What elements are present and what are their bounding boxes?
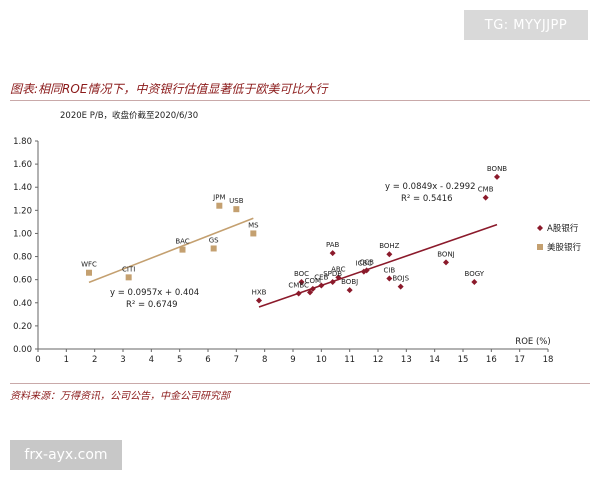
data-point-a-share <box>482 194 489 201</box>
data-point-a-share <box>494 173 500 180</box>
data-point-us <box>125 274 132 281</box>
data-point-a-share <box>386 251 393 258</box>
y-tick-label: 1.60 <box>13 160 32 170</box>
data-point-a-share <box>329 278 336 285</box>
point-label: BOJS <box>392 275 409 283</box>
data-point-a-share <box>471 278 478 285</box>
point-label: JPM <box>212 194 225 202</box>
data-point-a-share <box>335 274 342 281</box>
point-label: BONB <box>487 165 507 173</box>
source-note: 资料来源：万得资讯，公司公告，中金公司研究部 <box>10 383 590 402</box>
point-label: CMB <box>478 186 494 194</box>
data-point-a-share <box>309 285 316 292</box>
legend-marker-a-share <box>537 225 543 231</box>
x-tick-label: 18 <box>543 355 554 365</box>
point-label: COM <box>305 277 321 285</box>
x-tick-label: 8 <box>262 355 267 365</box>
trendline-equation: y = 0.0849x - 0.2992 <box>385 182 476 192</box>
x-tick-label: 6 <box>205 355 210 365</box>
trendline-equation: y = 0.0957x + 0.404 <box>110 288 199 298</box>
x-tick-label: 14 <box>429 355 440 365</box>
point-label: BOBJ <box>341 278 358 286</box>
trendline-r2: R² = 0.5416 <box>401 194 453 204</box>
x-tick-label: 13 <box>401 355 412 365</box>
trendline <box>258 223 498 308</box>
point-label: CCB <box>359 258 374 266</box>
legend-label: 美股银行 <box>547 242 582 253</box>
data-point-a-share <box>318 282 325 289</box>
x-tick-label: 2 <box>92 355 97 365</box>
data-point-a-share <box>256 297 262 304</box>
data-point-a-share <box>363 267 370 274</box>
data-point-a-share <box>298 278 305 285</box>
x-tick-label: 9 <box>290 355 295 365</box>
x-tick-label: 17 <box>514 355 525 365</box>
point-label: PAB <box>326 241 340 249</box>
figure-title: 图表:相同ROE情况下，中资银行估值显著低于欧美可比大行 <box>10 80 590 101</box>
point-label: USB <box>229 197 244 205</box>
point-label: CEB <box>314 273 328 281</box>
x-tick-label: 1 <box>64 355 69 365</box>
y-tick-label: 0.00 <box>13 345 32 355</box>
point-label: SPDB <box>323 270 342 278</box>
x-tick-label: 5 <box>177 355 182 365</box>
point-label: CMBC <box>288 282 309 290</box>
data-point-us <box>210 245 217 252</box>
x-tick-label: 16 <box>486 355 497 365</box>
point-label: CITI <box>122 265 135 273</box>
y-tick-label: 1.40 <box>13 183 32 193</box>
y-tick-label: 0.20 <box>13 322 32 332</box>
data-point-us <box>250 230 257 237</box>
y-tick-label: 1.20 <box>13 206 32 216</box>
point-label: ABC <box>331 265 345 273</box>
data-point-a-share <box>386 275 393 282</box>
point-label: GS <box>209 236 219 244</box>
data-point-us <box>86 269 92 276</box>
y-tick-label: 1.80 <box>13 137 32 147</box>
y-tick-label: 1.00 <box>13 229 32 239</box>
point-label: BOGY <box>465 270 485 278</box>
y-tick-label: 0.60 <box>13 276 32 286</box>
chart-subtitle: 2020E P/B，收盘价截至2020/6/30 <box>60 110 198 121</box>
point-label: BOC <box>294 270 309 278</box>
watermark-bottom: frx-ayx.com <box>10 440 122 470</box>
data-point-a-share <box>443 259 449 266</box>
point-label: HXB <box>252 288 267 296</box>
data-point-a-share <box>329 250 336 257</box>
x-axis-title: ROE (%) <box>515 337 550 347</box>
y-tick-label: 0.80 <box>13 253 32 263</box>
x-tick-label: 11 <box>344 355 355 365</box>
x-tick-label: 0 <box>35 355 40 365</box>
point-label: BAC <box>175 238 189 246</box>
point-label: MS <box>248 221 259 229</box>
data-point-a-share <box>295 290 302 297</box>
x-tick-label: 3 <box>120 355 125 365</box>
point-label: CIB <box>383 267 395 275</box>
watermark-top: TG: MYYJJPP <box>464 10 588 40</box>
data-point-us <box>233 206 240 213</box>
x-tick-label: 15 <box>458 355 469 365</box>
trendline-r2: R² = 0.6749 <box>126 300 178 310</box>
legend-label: A股银行 <box>547 223 579 234</box>
x-tick-label: 10 <box>316 355 327 365</box>
data-point-us <box>216 202 223 209</box>
legend-marker-us <box>537 244 543 250</box>
trendline <box>88 217 254 284</box>
point-label: BOHZ <box>379 242 399 250</box>
data-point-us <box>179 246 186 253</box>
x-tick-label: 12 <box>373 355 384 365</box>
data-point-a-share <box>307 289 313 296</box>
x-tick-label: 4 <box>149 355 154 365</box>
x-tick-label: 7 <box>234 355 239 365</box>
data-point-a-share <box>397 283 404 290</box>
y-tick-label: 0.40 <box>13 299 32 309</box>
data-point-a-share <box>346 287 353 294</box>
point-label: WFC <box>81 261 97 269</box>
point-label: BONJ <box>437 250 455 258</box>
point-label: ICBC <box>356 260 373 268</box>
